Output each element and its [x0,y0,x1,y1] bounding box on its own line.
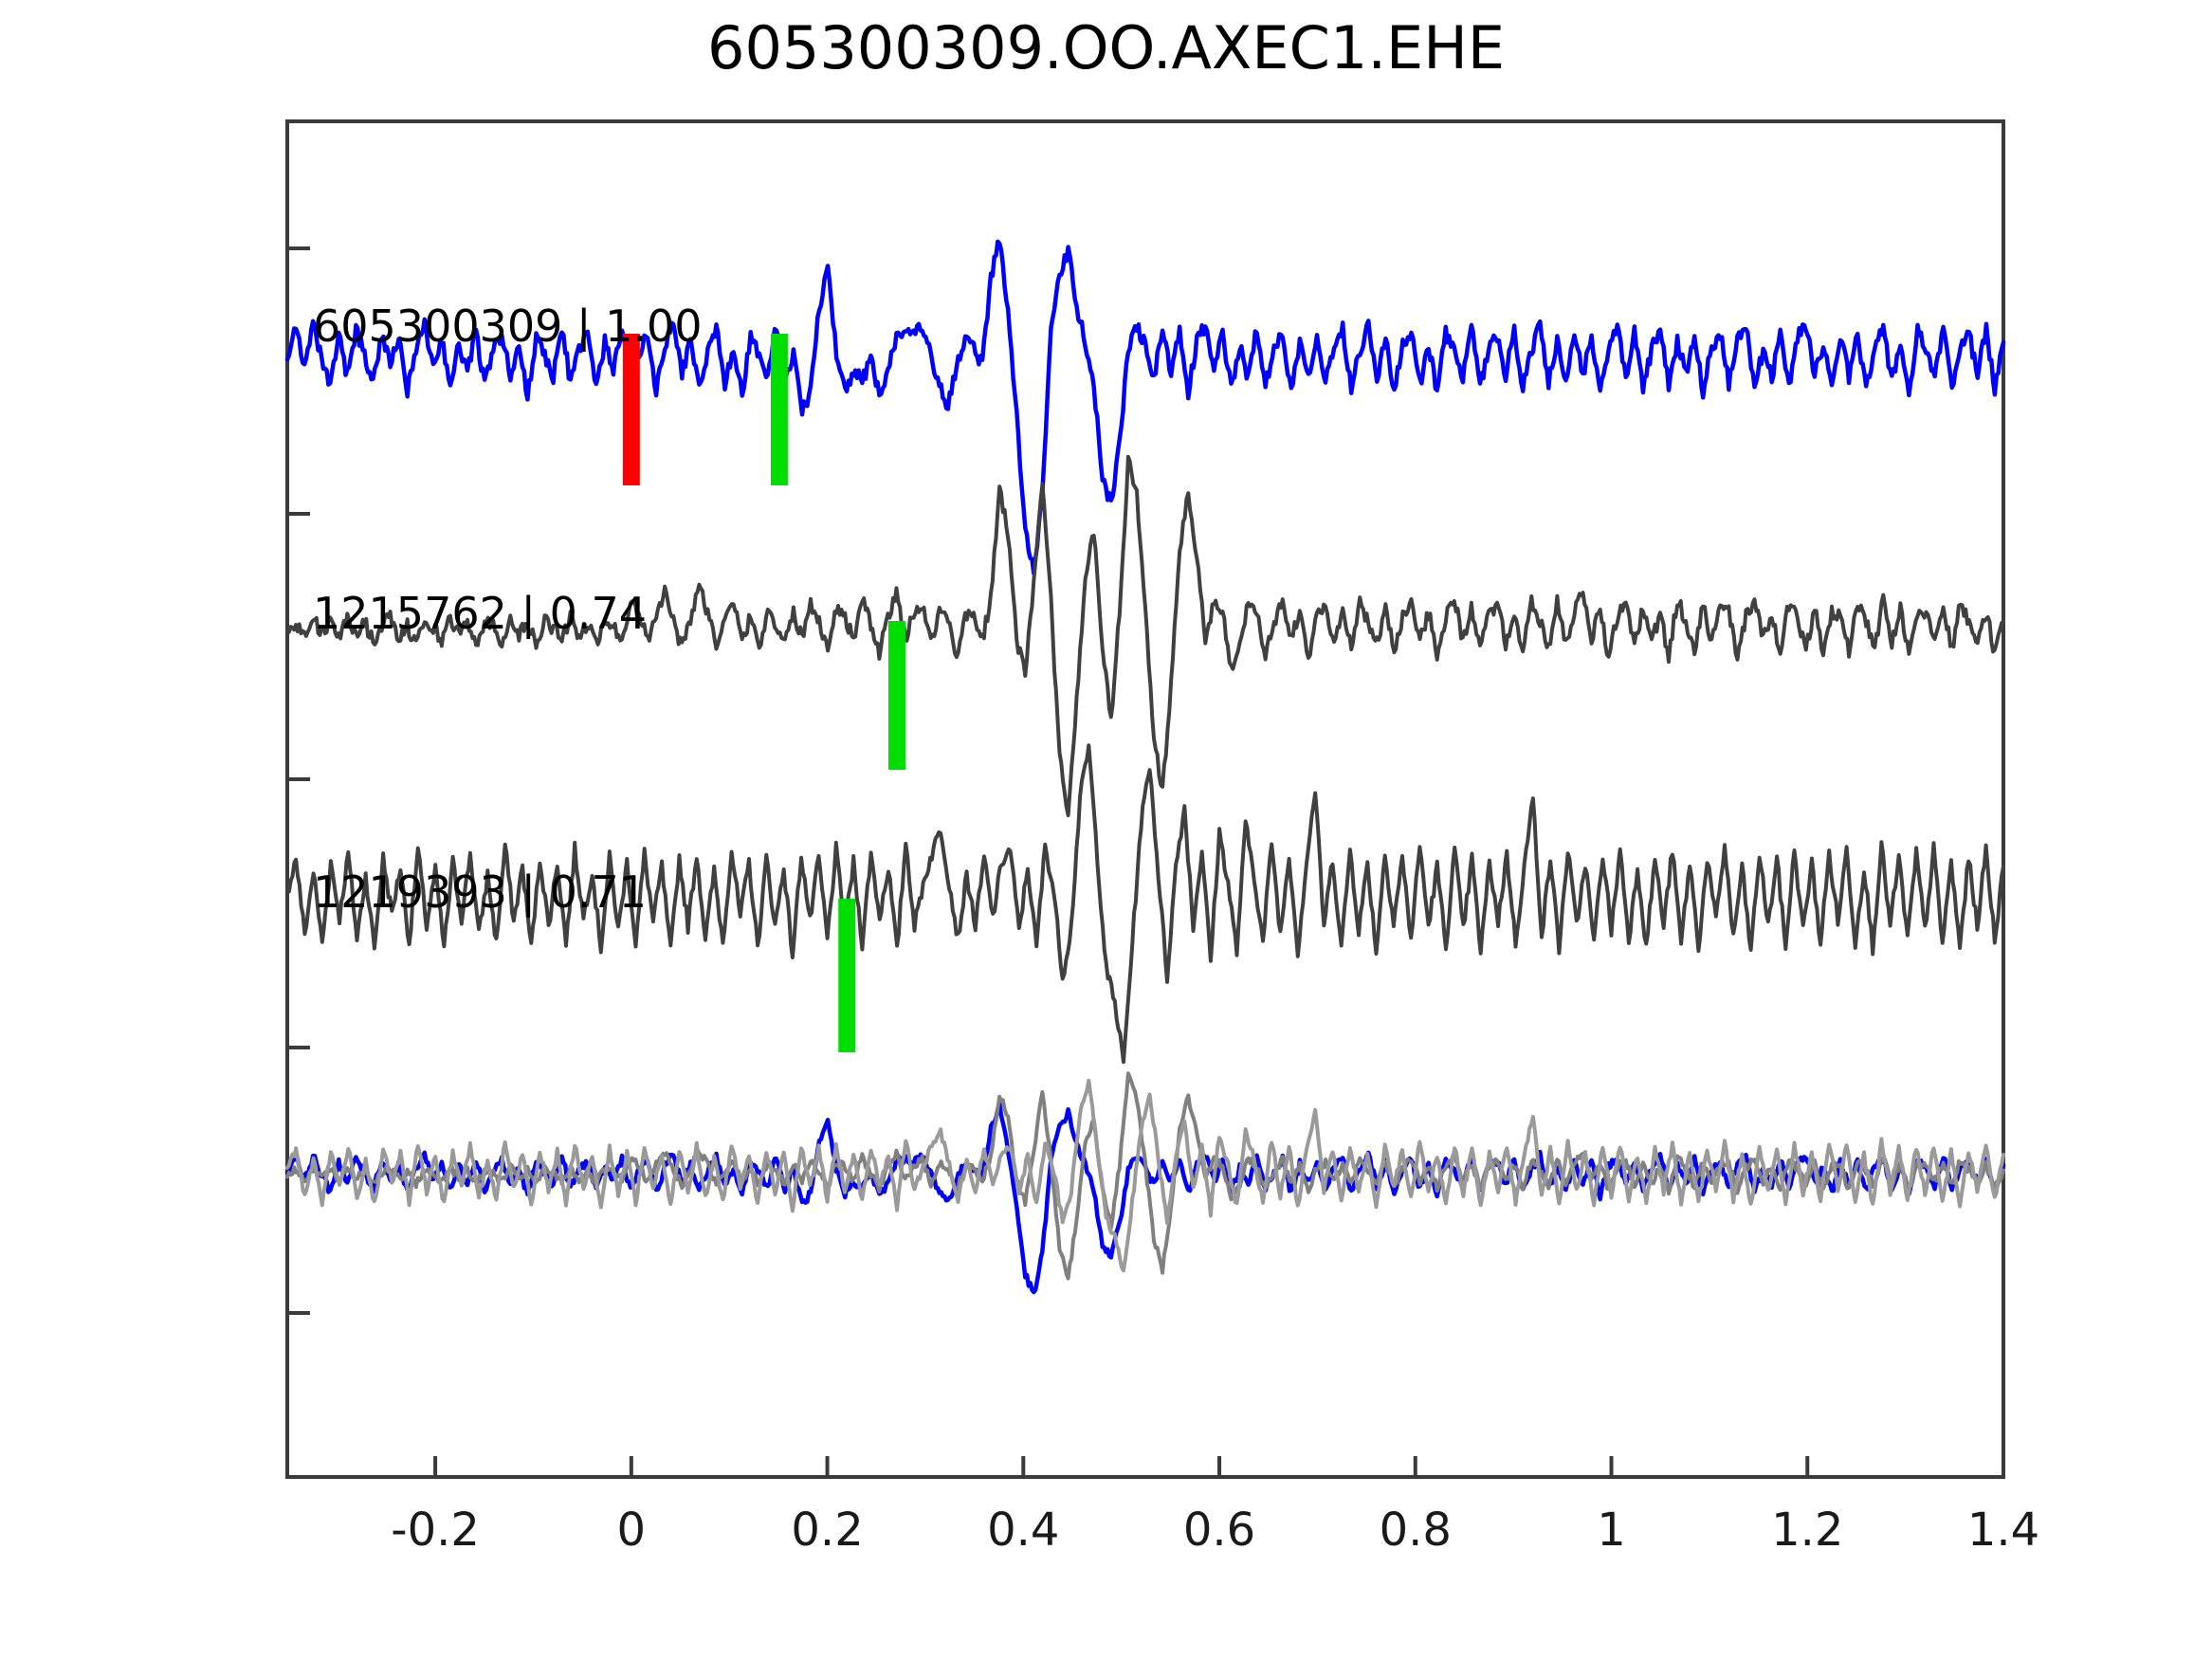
waveform-traces [284,239,2006,1295]
trace-label-trace_1: 1215762 | 0.74 [313,588,647,640]
pick-markers [622,334,905,1052]
x-tick-label: 0.2 [791,1504,863,1557]
trace-label-trace_0: 605300309 | 1.00 [313,301,703,353]
x-tick-label: 1.4 [1967,1504,2039,1557]
waveform-605300309 [284,239,2006,576]
marker-p-pick [622,334,640,485]
x-tick-labels: -0.2 0 0.2 0.4 0.6 0.8 1 1.2 1.4 [391,1504,2039,1557]
x-tick-label: 0.6 [1183,1504,1255,1557]
y-axis-ticks [287,246,310,1315]
x-tick-label: 1 [1597,1504,1626,1557]
x-tick-label: 0.4 [987,1504,1059,1557]
x-axis-ticks [433,1456,2005,1477]
axes-frame [285,119,2005,1479]
x-tick-label: 0.8 [1380,1504,1452,1557]
page-title: 605300309.OO.AXEC1.EHE [707,13,1505,82]
x-tick-label: 0 [617,1504,647,1557]
trace-label-trace_2: 1219393 | 0.71 [313,866,647,919]
trace-labels: 605300309 | 1.00 1215762 | 0.74 1219393 | … [313,301,703,919]
waveform-1219393 [285,743,2005,1065]
waveform-overlay-blue [284,1102,2006,1295]
x-tick-label: 1.2 [1771,1504,1843,1557]
waveform-1215762 [285,454,2005,817]
marker-s-pick [770,334,788,485]
marker-s-pick [838,899,856,1052]
waveform-overlay-gray-1 [285,1071,2005,1281]
waveform-overlay-gray-2 [285,1078,2005,1273]
x-tick-label: -0.2 [391,1504,480,1557]
marker-s-pick [887,621,905,770]
